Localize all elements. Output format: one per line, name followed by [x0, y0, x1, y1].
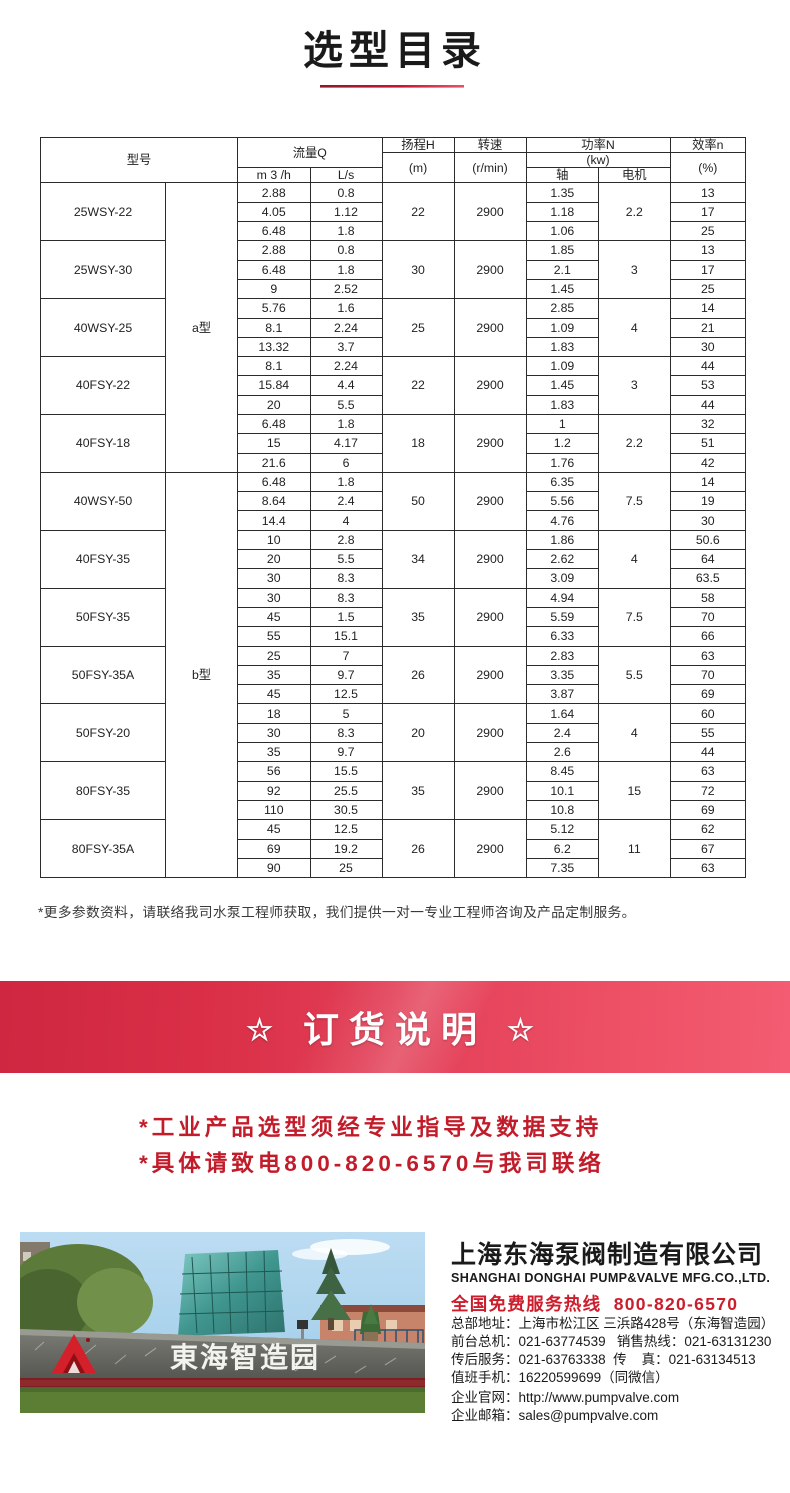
svg-text:東海智造园: 東海智造园 — [170, 1342, 320, 1373]
